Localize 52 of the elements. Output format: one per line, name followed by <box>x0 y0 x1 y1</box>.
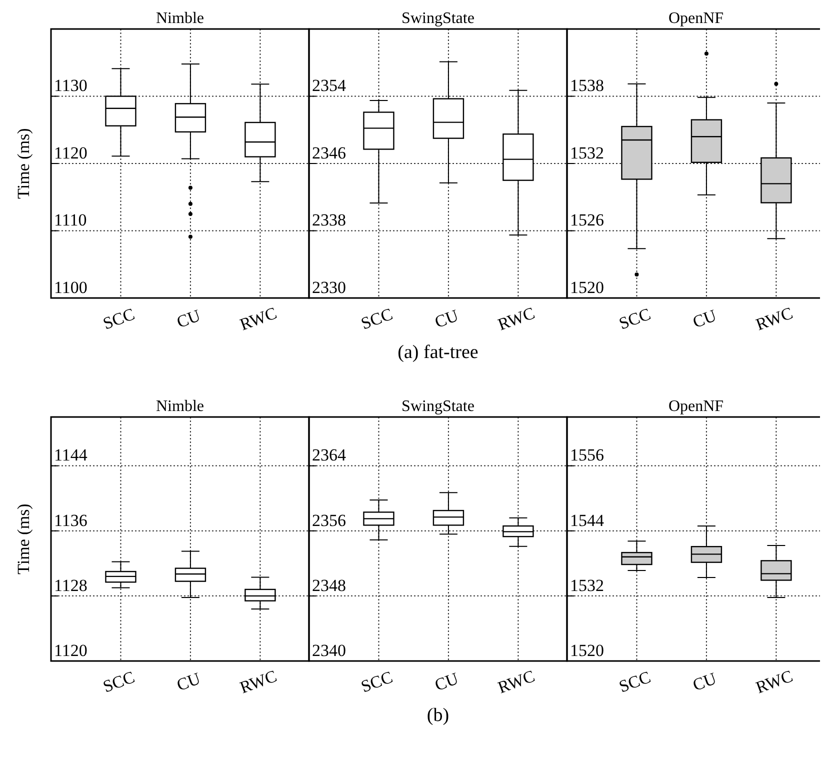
y-tick-label: 1532 <box>570 576 604 595</box>
text: (a) fat-tree <box>398 342 478 363</box>
y-tick-label: 1130 <box>54 76 88 96</box>
text: (b) <box>426 705 450 726</box>
y-tick-label: 2356 <box>312 510 346 530</box>
x-tick-label: RWC <box>753 666 796 698</box>
y-tick-label: 1544 <box>570 510 604 530</box>
y-tick-label: 2340 <box>312 640 346 660</box>
chart-title: SwingState <box>402 10 474 27</box>
y-tick-label: 1520 <box>570 278 604 297</box>
x-tick-label: RWC <box>753 303 796 334</box>
y-tick-label: 1136 <box>54 510 88 530</box>
chart-title: OpenNF <box>668 10 724 27</box>
y-tick-label: 1128 <box>54 576 88 595</box>
chart-title: Nimble <box>156 10 204 27</box>
y-tick-label: 1120 <box>54 640 88 660</box>
y-tick-label: 1532 <box>570 143 604 162</box>
y-tick-label: 1526 <box>570 210 604 230</box>
y-axis-title: Time (ms) <box>14 128 33 199</box>
y-tick-label: 2354 <box>312 76 346 96</box>
y-tick-label: 1120 <box>54 143 88 162</box>
x-tick-label: SCC <box>616 304 654 334</box>
chart-title: OpenNF <box>668 398 724 415</box>
x-tick-label: CU <box>432 668 461 695</box>
y-tick-label: 1556 <box>570 446 604 465</box>
x-tick-label: CU <box>432 306 461 332</box>
y-tick-label: 1100 <box>54 278 88 297</box>
y-tick-label: 2338 <box>312 210 346 230</box>
x-tick-label: CU <box>174 306 203 332</box>
x-tick-label: RWC <box>237 666 280 698</box>
chart-title: SwingState <box>402 398 474 415</box>
x-tick-label: CU <box>174 668 203 695</box>
y-tick-label: 2364 <box>312 446 346 465</box>
y-tick-label: 1520 <box>570 640 604 660</box>
y-tick-label: 1538 <box>570 76 604 96</box>
x-tick-label: SCC <box>358 667 396 696</box>
x-tick-label: CU <box>690 306 719 332</box>
x-tick-label: CU <box>690 668 719 695</box>
y-tick-label: 2348 <box>312 576 346 595</box>
x-tick-label: RWC <box>495 303 538 334</box>
chart-title: Nimble <box>156 398 204 415</box>
x-tick-label: SCC <box>616 667 654 696</box>
x-tick-label: SCC <box>100 304 138 334</box>
x-tick-label: SCC <box>358 304 396 334</box>
x-tick-label: SCC <box>100 667 138 696</box>
y-tick-label: 1110 <box>54 210 87 230</box>
y-tick-label: 2330 <box>312 278 346 297</box>
y-tick-label: 1144 <box>54 446 88 465</box>
x-tick-label: RWC <box>495 666 538 698</box>
x-tick-label: RWC <box>237 303 280 334</box>
y-tick-label: 2346 <box>312 143 346 162</box>
y-axis-title: Time (ms) <box>14 504 33 574</box>
